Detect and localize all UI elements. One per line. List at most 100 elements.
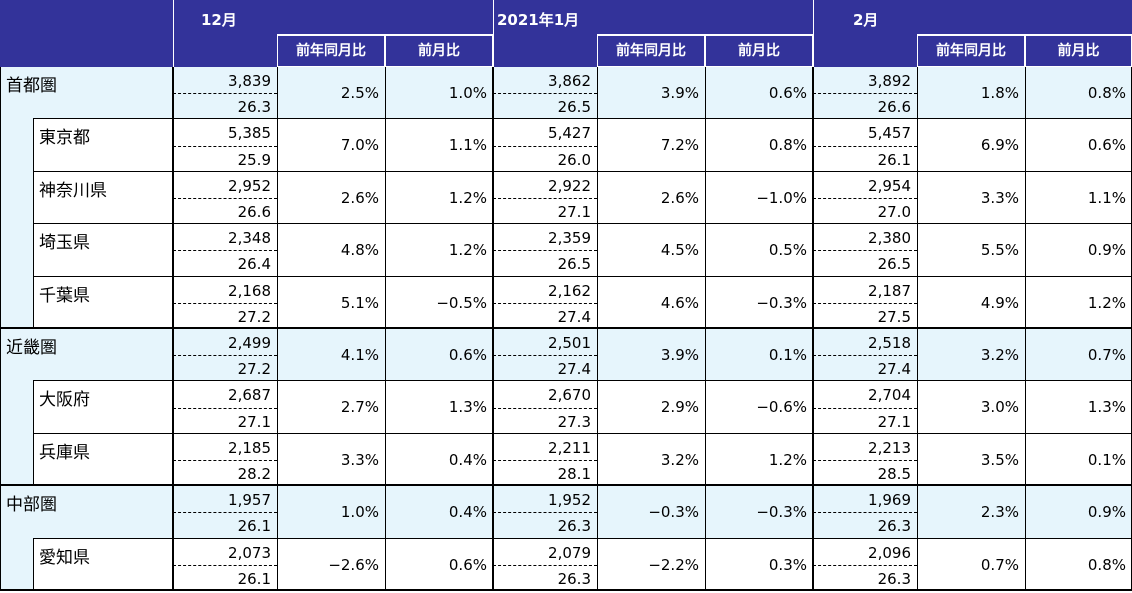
sub-value-cell: 28.2 (237, 464, 271, 483)
mom-cell: 0.5% (768, 241, 807, 260)
yoy-cell: 3.2% (660, 450, 699, 469)
yoy-cell: 4.1% (277, 329, 385, 382)
yoy-cell: −0.3% (597, 486, 705, 539)
grid-line (33, 538, 34, 591)
grid-line (597, 119, 598, 172)
dashed-divider (173, 355, 277, 357)
grid-line (812, 433, 814, 487)
dashed-divider (173, 302, 277, 304)
table-row: 大阪府 2,687 27.1 2,670 27.3 2,704 27.1 2.7% 1.3% 2.… (0, 381, 1132, 434)
dashed-divider (813, 250, 917, 252)
value-cell: 2,213 (868, 438, 911, 457)
grid-line (277, 67, 278, 120)
grid-line (0, 486, 1, 539)
sub-value-cell: 26.1 (877, 150, 911, 169)
grid-line (917, 224, 918, 277)
grid-line (33, 276, 34, 329)
grid-line (0, 171, 1, 225)
header-jan-mom: 前月比 (705, 35, 813, 67)
yoy-cell: 2.3% (917, 486, 1025, 539)
grid-line (172, 119, 174, 172)
header-corner (0, 0, 173, 67)
dashed-divider (813, 197, 917, 199)
dashed-divider (493, 459, 597, 461)
value-cell: 2,380 (868, 229, 911, 248)
grid-line (33, 380, 1132, 382)
sub-value-cell: 27.5 (877, 307, 911, 326)
grid-line (1025, 433, 1026, 487)
dashed-divider (493, 564, 597, 566)
dashed-divider (493, 407, 597, 409)
grid-line (0, 67, 1, 120)
dashed-divider (813, 407, 917, 409)
value-cell: 2,922 (548, 176, 591, 195)
grid-line (705, 486, 706, 539)
table-row: 首都圏 3,839 26.3 3,862 26.5 3,892 26.6 2.5% 1.0% 3.… (0, 67, 1132, 120)
grid-line (917, 276, 918, 329)
yoy-cell: 3.3% (980, 188, 1019, 207)
grid-line (385, 171, 386, 225)
header-dec-value-spacer (173, 34, 277, 67)
dashed-divider (493, 250, 597, 252)
dashed-divider (493, 302, 597, 304)
grid-line (492, 486, 494, 539)
dashed-divider (813, 355, 917, 357)
yoy-cell: 3.9% (597, 67, 705, 120)
prefecture-name: 神奈川県 (39, 180, 107, 201)
table-row: 中部圏 1,957 26.1 1,952 26.3 1,969 26.3 1.0% 0.4% −0… (0, 486, 1132, 539)
value-cell: 5,385 (228, 124, 271, 143)
sub-value-cell: 26.3 (173, 93, 277, 120)
sub-value-cell: 27.4 (557, 307, 591, 326)
grid-line (172, 433, 174, 487)
value-cell: 2,187 (868, 281, 911, 300)
yoy-cell: 5.1% (340, 293, 379, 312)
value-cell: 1,957 (173, 486, 277, 513)
grid-line (597, 433, 598, 487)
grid-line (385, 224, 386, 277)
dashed-divider (173, 407, 277, 409)
grid-line (0, 484, 1132, 487)
dashed-divider (813, 459, 917, 461)
mom-cell: 1.2% (448, 241, 487, 260)
mom-cell: 0.7% (1025, 329, 1132, 382)
yoy-cell: 2.9% (660, 398, 699, 417)
grid-line (0, 326, 1132, 329)
yoy-cell: 3.0% (980, 398, 1019, 417)
sub-value-cell: 27.2 (173, 355, 277, 382)
grid-line (385, 67, 386, 120)
grid-line (277, 171, 278, 225)
sub-value-cell: 26.6 (237, 202, 271, 221)
grid-line (812, 119, 814, 172)
grid-line (172, 486, 174, 539)
grid-line (812, 329, 814, 382)
grid-line (917, 538, 918, 591)
value-cell: 1,952 (493, 486, 597, 513)
header-dec-mom: 前月比 (385, 35, 493, 67)
table-row: 東京都 5,385 25.9 5,427 26.0 5,457 26.1 7.0% 1.1% 7.… (0, 119, 1132, 172)
sub-value-cell: 26.3 (557, 569, 591, 588)
region-name: 中部圏 (0, 486, 173, 539)
grid-line (33, 223, 1132, 225)
yoy-cell: 2.6% (660, 188, 699, 207)
grid-line (917, 119, 918, 172)
mom-cell: 1.2% (448, 188, 487, 207)
grid-line (597, 381, 598, 434)
value-cell: 2,211 (548, 438, 591, 457)
sub-value-cell: 27.1 (557, 202, 591, 221)
sub-value-cell: 26.1 (173, 512, 277, 539)
yoy-cell: 3.3% (340, 450, 379, 469)
grid-line (492, 224, 494, 277)
sub-value-cell: 28.1 (557, 464, 591, 483)
grid-line (705, 119, 706, 172)
dashed-divider (173, 197, 277, 199)
dashed-divider (813, 145, 917, 147)
value-cell: 3,862 (493, 67, 597, 94)
grid-line (0, 276, 1, 329)
yoy-cell: 3.5% (980, 450, 1019, 469)
grid-line (385, 119, 386, 172)
sub-value-cell: 26.5 (493, 93, 597, 120)
mom-cell: −0.6% (756, 398, 807, 417)
grid-line (1025, 486, 1026, 539)
grid-line (172, 538, 174, 591)
